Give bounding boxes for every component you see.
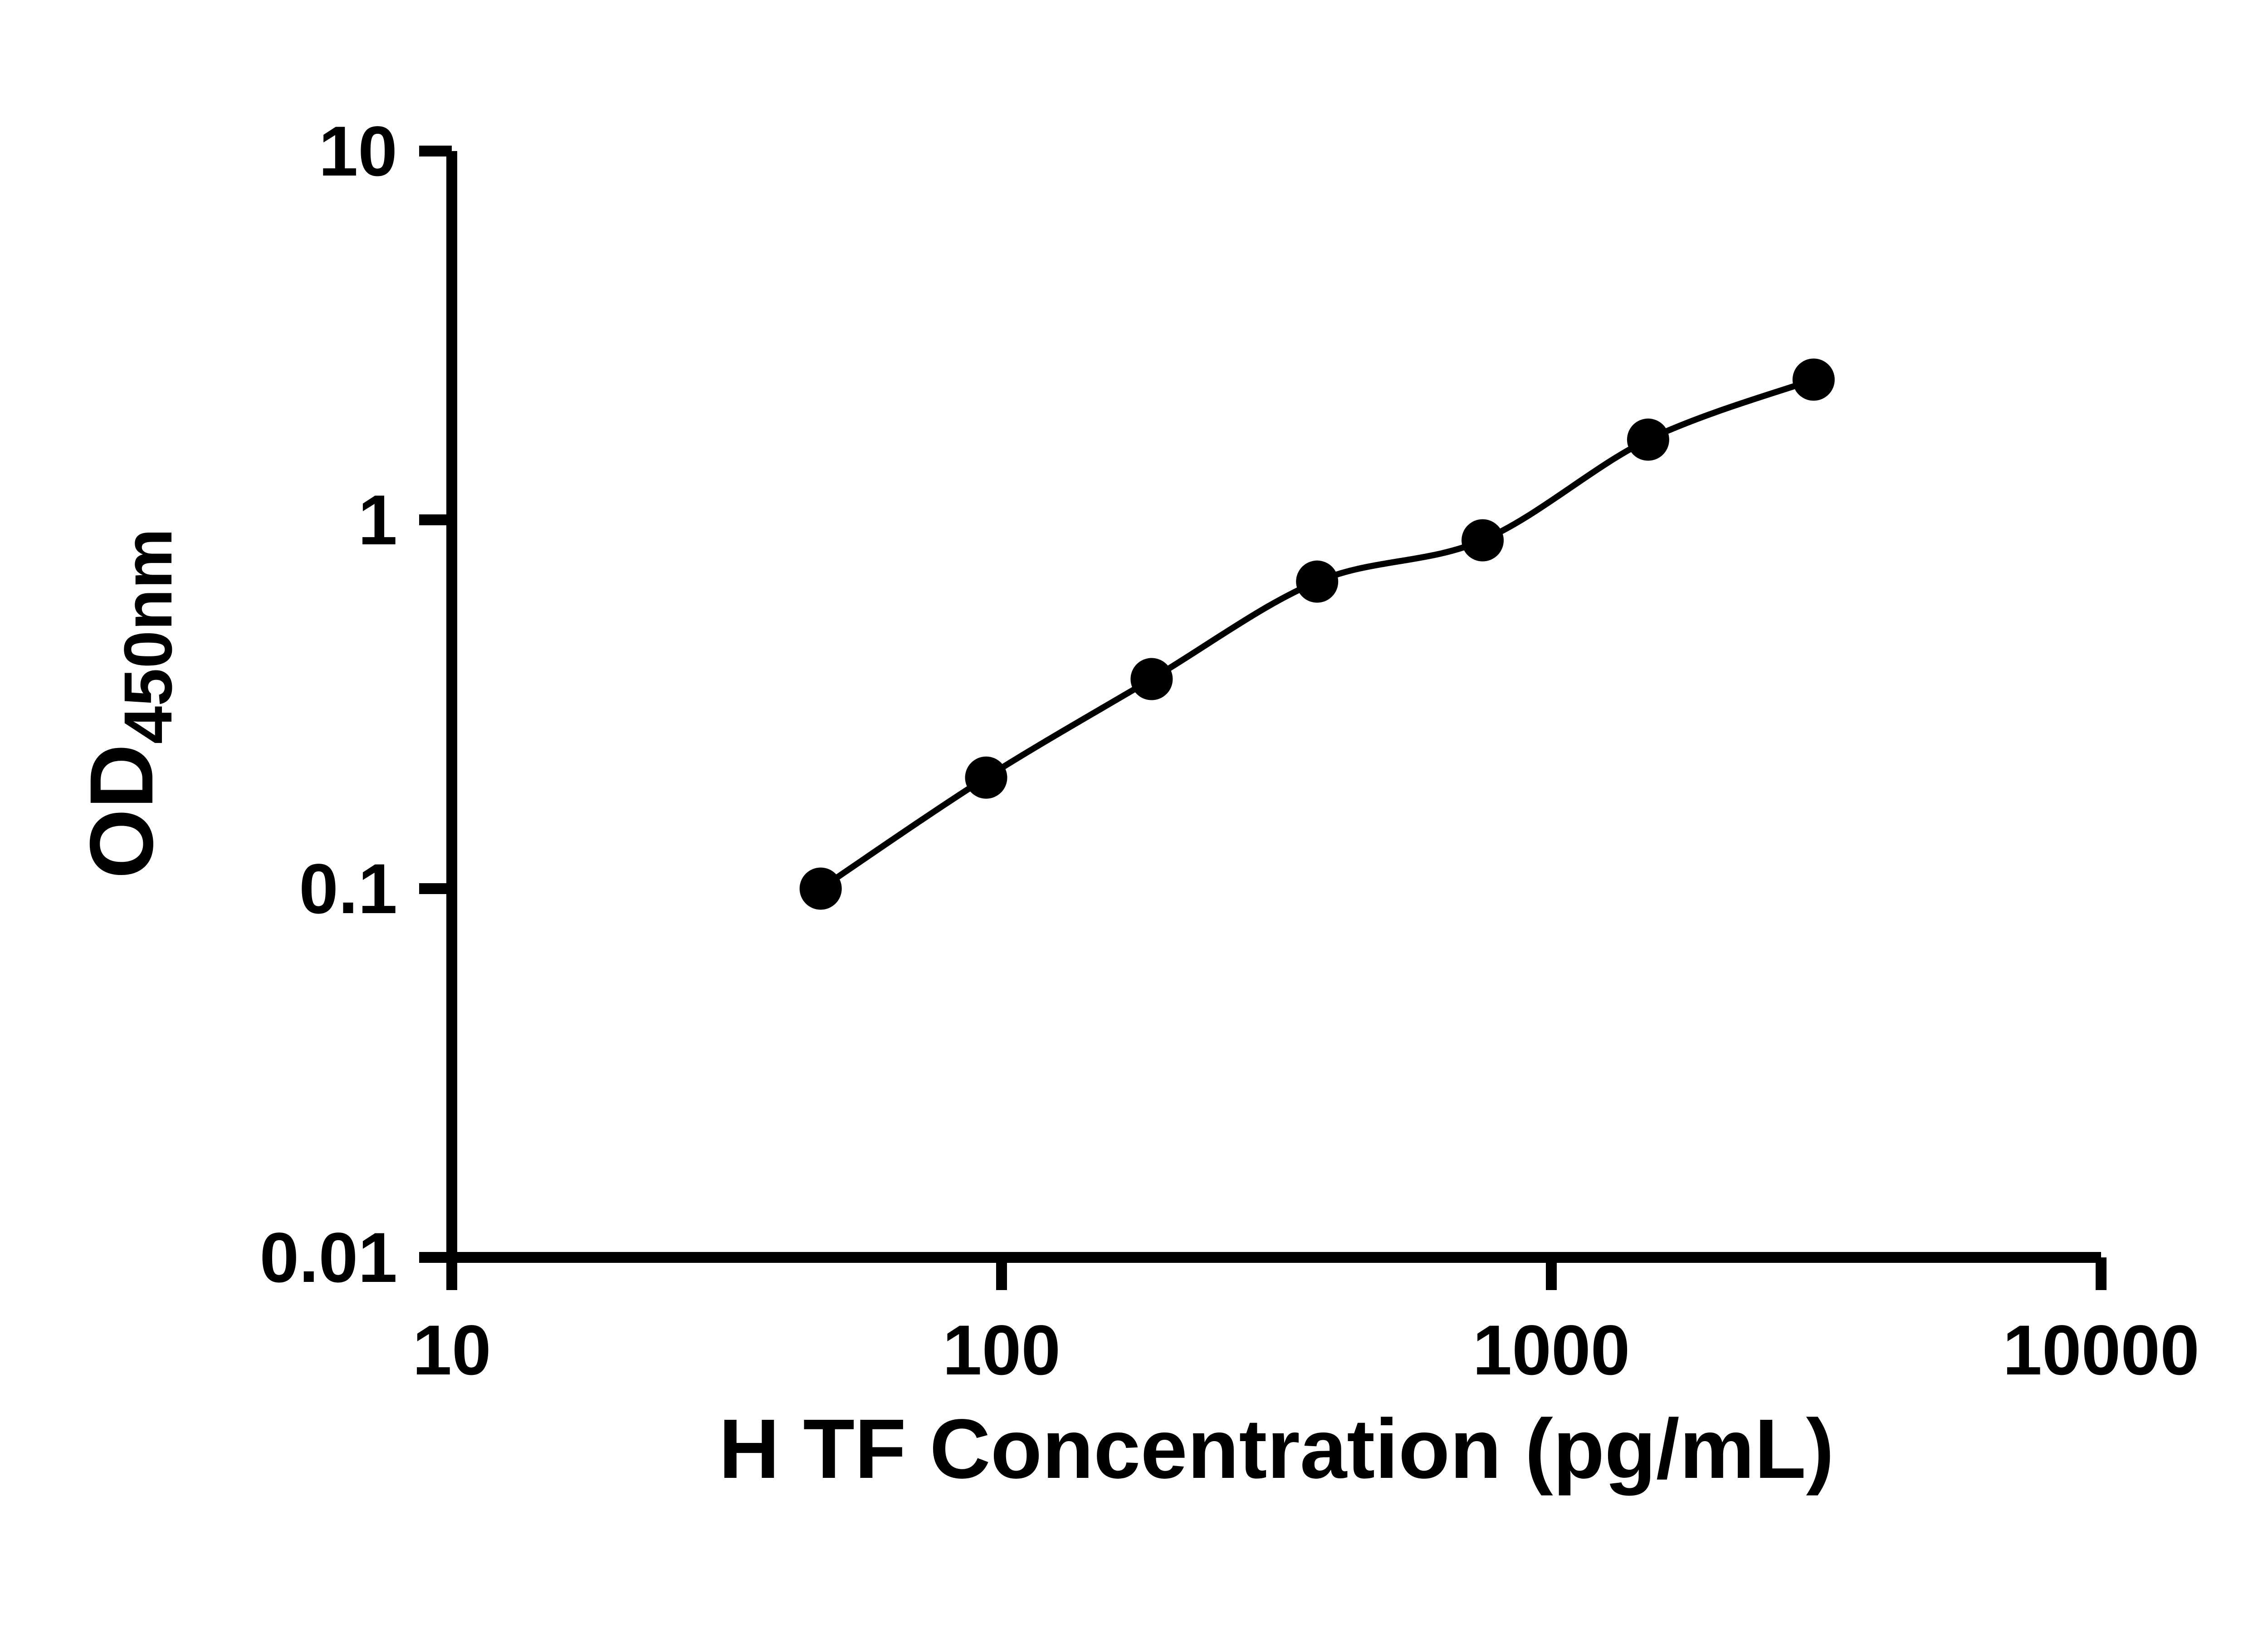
- data-point: [1792, 358, 1835, 401]
- curve-layer: [819, 376, 1815, 891]
- y-tick-label: 10: [318, 112, 397, 191]
- tick-layer: [419, 146, 2107, 1290]
- data-point: [1130, 658, 1173, 700]
- y-axis-title-text: OD450nm: [71, 528, 186, 879]
- x-tick-label: 100: [943, 1311, 1061, 1390]
- x-tick-label: 10: [412, 1311, 491, 1390]
- data-point: [799, 867, 842, 910]
- point-layer: [799, 358, 1835, 910]
- data-point: [1296, 560, 1339, 603]
- y-tick-label: 0.1: [299, 850, 397, 929]
- tick-label-layer: 10 100 1000 10000 0.01 0.1 1 10: [259, 112, 2200, 1390]
- x-tick-label: 10000: [2003, 1311, 2200, 1390]
- axes-layer: [446, 151, 2101, 1263]
- data-point: [1461, 519, 1504, 562]
- x-axis-title: H TF Concentration (pg/mL): [719, 1402, 1834, 1496]
- data-point: [1627, 418, 1669, 461]
- y-tick-label: 0.01: [259, 1218, 397, 1297]
- data-point: [965, 756, 1007, 799]
- axis-spine: [446, 151, 2101, 1263]
- y-axis-title: OD450nm: [71, 528, 186, 879]
- y-tick-label: 1: [358, 481, 397, 560]
- fit-curve: [819, 376, 1815, 891]
- x-tick-label: 1000: [1472, 1311, 1630, 1390]
